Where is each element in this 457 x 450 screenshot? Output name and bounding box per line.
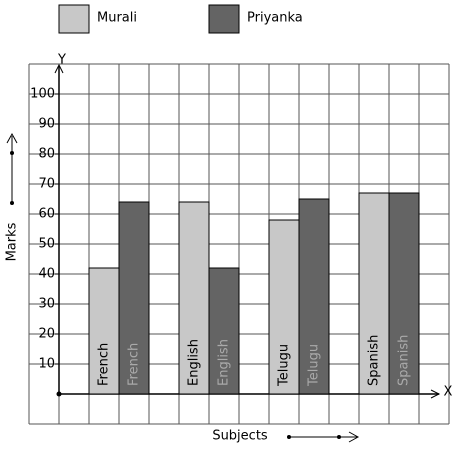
legend-swatch	[58, 4, 90, 34]
dot	[10, 151, 14, 155]
y-tick-label: 40	[38, 267, 55, 282]
bar-category-label: English	[217, 339, 232, 386]
y-arrow-head	[6, 132, 18, 144]
bar-category-label: Spanish	[367, 335, 382, 386]
legend-label: Murali	[97, 11, 137, 26]
y-tick-label: 100	[30, 87, 55, 102]
bar	[268, 219, 300, 395]
bar-category-label: French	[97, 343, 112, 386]
y-tick-label: 90	[38, 117, 55, 132]
y-tick-label: 10	[38, 357, 55, 372]
y-tick-label: 50	[38, 237, 55, 252]
y-tick-label: 30	[38, 297, 55, 312]
y-axis-head	[54, 63, 64, 74]
y-tick-label: 20	[38, 327, 55, 342]
x-axis-label: Subjects	[212, 429, 268, 444]
bar	[178, 201, 210, 395]
legend-label: Priyanka	[247, 11, 303, 26]
bar-category-label: French	[127, 343, 142, 386]
bar-category-label: Spanish	[397, 335, 412, 386]
y-axis-name: Y	[57, 53, 66, 68]
bar	[388, 192, 420, 395]
x-axis-head	[430, 389, 441, 399]
y-tick-label: 60	[38, 207, 55, 222]
y-tick-label: 70	[38, 177, 55, 192]
bar	[298, 198, 330, 395]
y-axis-label: Marks	[5, 222, 20, 261]
x-axis-name: X	[444, 385, 453, 400]
bar-category-label: Telugu	[277, 344, 292, 387]
bar-category-label: English	[187, 339, 202, 386]
dot	[337, 435, 341, 439]
bar	[118, 201, 150, 395]
bar	[208, 267, 240, 395]
x-arrow-head	[348, 431, 360, 443]
bar	[88, 267, 120, 395]
bar-category-label: Telugu	[307, 344, 322, 387]
dot	[287, 435, 291, 439]
dot	[10, 201, 14, 205]
legend-swatch	[208, 4, 240, 34]
origin	[56, 391, 62, 397]
y-tick-label: 80	[38, 147, 55, 162]
